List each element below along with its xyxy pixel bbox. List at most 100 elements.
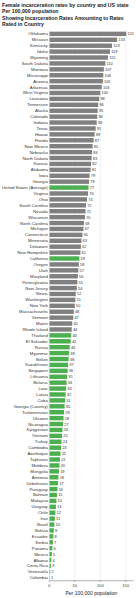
bar	[49, 304, 75, 308]
category-label: Colorado	[30, 114, 48, 119]
category-label: Wyoming	[30, 55, 48, 60]
tick-label: 100	[97, 583, 105, 588]
category-label: Massachusetts	[19, 309, 48, 314]
category-label: Missouri	[32, 37, 48, 42]
data-label: 61	[82, 250, 86, 255]
bar	[49, 61, 105, 65]
data-label: 151	[128, 31, 135, 36]
category-label: Utah	[39, 268, 49, 273]
bar	[49, 120, 96, 124]
data-label: 19	[60, 469, 64, 474]
category-label: Pennsylvania	[22, 280, 48, 285]
data-label: 76	[89, 191, 93, 196]
category-label: Turkey	[35, 439, 49, 444]
category-label: Alaska	[35, 108, 49, 113]
grid-line	[125, 31, 126, 581]
bar	[49, 481, 58, 485]
category-label: New Jersey	[25, 286, 48, 291]
category-label: Nevada	[33, 209, 48, 214]
category-label: Mississippi	[27, 73, 48, 78]
title-line: Showing Incarceration Rates Amounting to…	[2, 15, 124, 21]
bar	[49, 357, 68, 361]
category-label: Bahrain	[33, 492, 48, 497]
title: Female incarceration rates by country an…	[2, 2, 129, 27]
category-label: El Salvador	[26, 339, 49, 344]
category-label: Oregon	[33, 262, 48, 267]
data-label: 91	[97, 126, 101, 131]
bar	[49, 534, 53, 538]
data-label: 51	[76, 297, 80, 302]
bar	[49, 321, 72, 325]
data-label: 89	[96, 132, 100, 137]
category-label: Serbia	[35, 540, 48, 545]
data-label: 23	[62, 445, 66, 450]
category-label: South Carolina	[19, 203, 48, 208]
category-label: Russia	[35, 345, 49, 350]
bar	[49, 469, 59, 473]
bar	[49, 422, 63, 426]
data-label: 119	[111, 49, 117, 54]
bar	[49, 410, 64, 414]
x-axis-line	[49, 580, 133, 581]
category-label: Delaware	[30, 244, 49, 249]
data-label: 96	[99, 102, 103, 107]
page: {"chart_data": { "type": "bar", "orienta…	[0, 0, 136, 598]
bar	[49, 97, 99, 101]
bar	[49, 451, 60, 455]
data-label: 71	[87, 209, 91, 214]
data-label: 70	[86, 215, 91, 220]
bar	[49, 185, 88, 189]
data-label: 29	[65, 410, 69, 415]
tick-label: 50	[72, 583, 77, 588]
bar	[49, 55, 108, 59]
category-label: Arkansas	[30, 85, 48, 90]
bar	[49, 564, 51, 568]
data-label: 30	[66, 404, 71, 409]
category-label: Hawaii	[35, 132, 48, 137]
bar	[49, 209, 85, 213]
tick-label: 0	[48, 583, 51, 588]
category-label: New Mexico	[24, 144, 48, 149]
bar	[49, 369, 67, 373]
bar	[49, 38, 117, 42]
bar	[49, 79, 103, 83]
data-label: 45	[73, 321, 77, 326]
data-label: 1	[51, 575, 53, 580]
category-label: Indiana	[34, 120, 49, 125]
data-label: 63	[83, 238, 87, 243]
data-label: 26	[64, 427, 68, 432]
category-label: Belize	[36, 357, 48, 362]
category-label: Kentucky	[30, 43, 49, 48]
data-label: 35	[68, 374, 72, 379]
category-label: California	[30, 256, 49, 261]
data-label: 123	[113, 43, 120, 48]
category-label: Singapore	[28, 368, 48, 373]
category-label: New York	[30, 303, 49, 308]
category-label: Connecticut	[25, 232, 48, 237]
category-label: Brazil	[37, 522, 48, 527]
data-label: 103	[103, 85, 110, 90]
category-label: Ecuador	[32, 534, 49, 539]
data-label: 33	[67, 386, 71, 391]
bar	[49, 250, 80, 254]
bar	[49, 144, 92, 148]
data-label: 4	[53, 558, 56, 563]
bar	[49, 244, 81, 248]
bar	[49, 463, 59, 467]
bar	[49, 274, 78, 278]
bar	[49, 280, 77, 284]
data-label: 17	[59, 481, 63, 486]
bar	[49, 505, 56, 509]
data-label: 50	[76, 303, 81, 308]
category-label: Chile	[38, 510, 48, 515]
data-label: 133	[118, 37, 125, 42]
bar	[49, 292, 76, 296]
x-axis-label: Per 100,000 population	[66, 590, 118, 596]
bar	[49, 179, 89, 183]
category-label: Illinois	[36, 291, 48, 296]
data-label: 54	[78, 286, 83, 291]
category-label: Uruguay	[32, 504, 49, 509]
bar	[49, 428, 62, 432]
data-label: 44	[73, 327, 78, 332]
bar	[49, 457, 60, 461]
